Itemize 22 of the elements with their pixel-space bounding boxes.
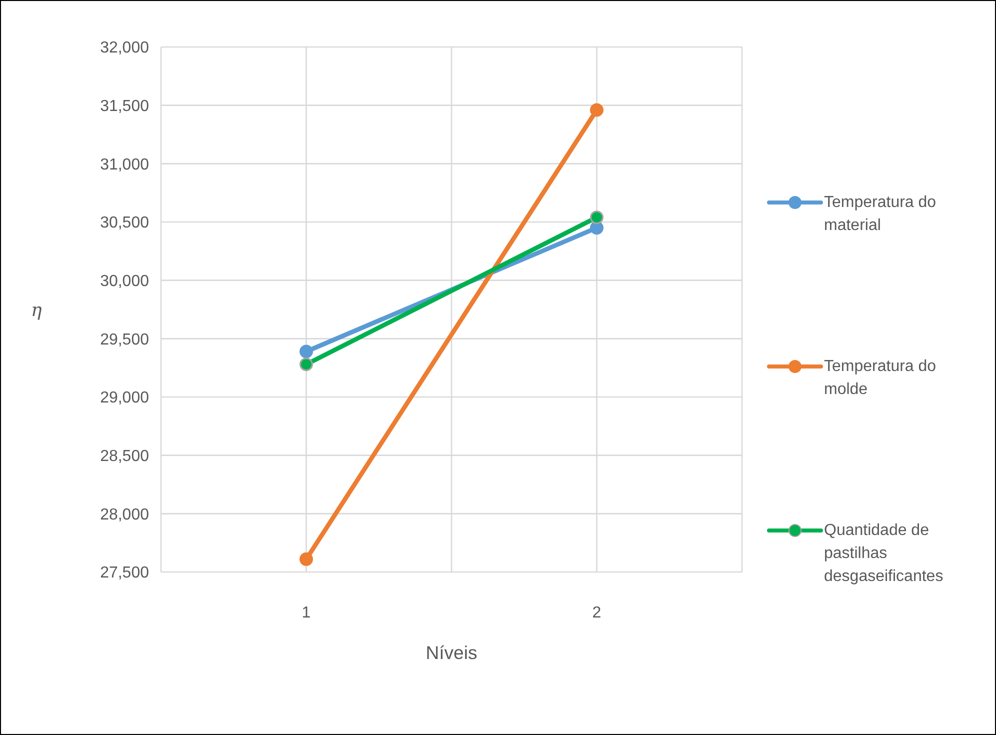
legend-label: Temperatura do molde bbox=[824, 357, 938, 400]
point bbox=[590, 103, 604, 117]
y-tick-label: 28,000 bbox=[100, 506, 150, 524]
y-tick-label: 31,000 bbox=[100, 156, 150, 174]
y-tick-label: 30,000 bbox=[100, 273, 150, 290]
y-tick-label: 31,500 bbox=[100, 98, 150, 116]
point bbox=[300, 344, 313, 358]
y-tick-label: 29,000 bbox=[100, 390, 150, 407]
y-axis-title: η bbox=[31, 300, 42, 321]
y-tick-label: 29,500 bbox=[100, 331, 150, 348]
legend-label: Quantidade de pastilhas desgaseificantes bbox=[824, 521, 944, 587]
point bbox=[300, 358, 313, 372]
x-tick-label: 1 bbox=[302, 604, 311, 622]
point bbox=[590, 210, 604, 224]
x-tick-label: 2 bbox=[592, 604, 602, 622]
y-tick-label: 32,000 bbox=[100, 40, 150, 57]
y-tick-label: 27,500 bbox=[100, 564, 150, 582]
x-axis-title: Níveis bbox=[426, 642, 478, 664]
legend-label: Temperatura do material bbox=[824, 193, 938, 236]
point bbox=[300, 552, 313, 566]
y-tick-label: 28,500 bbox=[100, 448, 150, 466]
y-tick-label: 30,500 bbox=[100, 214, 150, 232]
